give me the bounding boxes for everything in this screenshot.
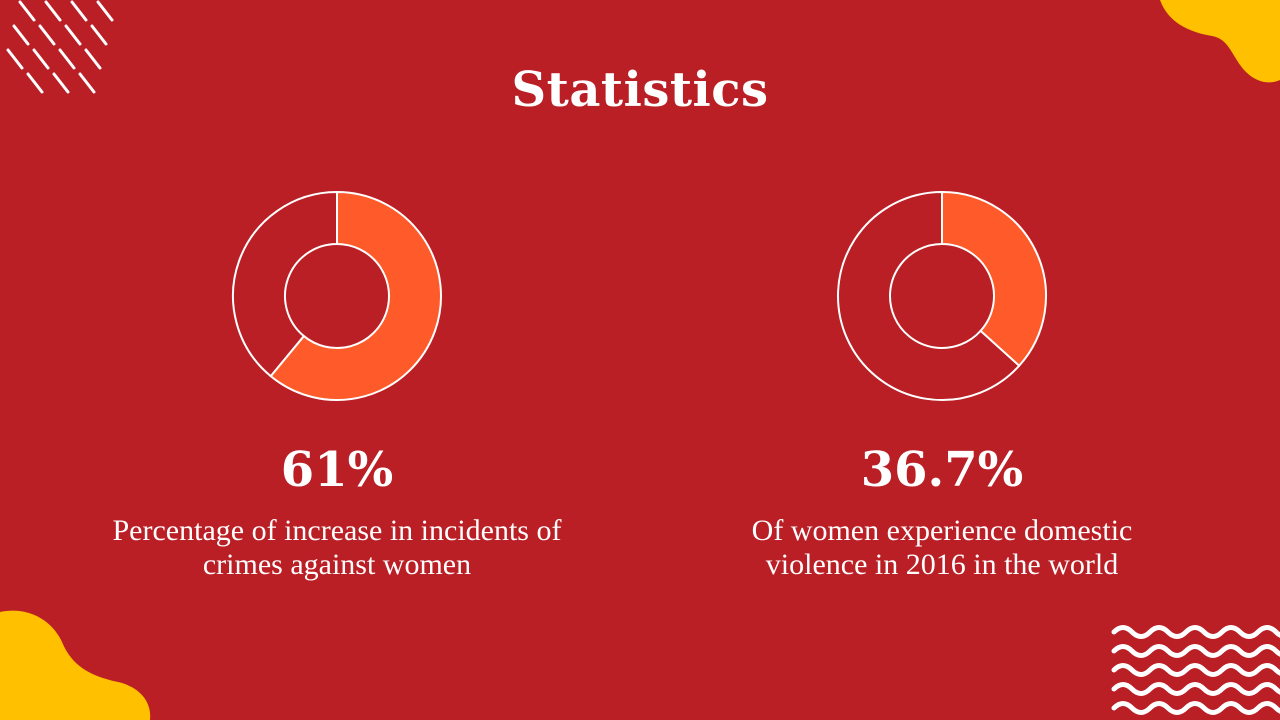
donut-slice-remainder [837,190,1021,401]
wave-stroke [1111,701,1280,715]
dash-stroke [84,48,102,70]
dash-stroke [26,72,44,94]
dash-stroke [58,48,76,70]
dash-stroke [18,0,36,22]
wave-lines-decoration [1111,625,1280,715]
donut-chart [837,190,1047,401]
slide-title: Statistics [511,62,769,118]
wave-stroke [1111,644,1280,658]
stat-value: 61% [280,442,394,498]
donut-chart [232,190,442,401]
stat-block: 36.7% Of women experience domestic viole… [712,188,1172,582]
wave-stroke [1111,663,1280,677]
dash-stroke [12,24,30,46]
dash-stroke [32,48,50,70]
wave-stroke [1111,625,1280,639]
dash-stroke [52,72,70,94]
dash-stroke [78,72,96,94]
diagonal-dashes-decoration [6,0,114,94]
donut-slice-highlight [269,190,442,401]
dash-stroke [90,24,108,46]
dash-stroke [6,48,24,70]
stat-description: Of women experience domestic violence in… [751,514,1133,581]
stat-value: 36.7% [860,442,1024,498]
wave-stroke [1111,682,1280,696]
dash-stroke [96,0,114,22]
yellow-blob-decoration [0,610,151,720]
donut-slice-remainder [232,190,338,378]
dash-stroke [44,0,62,22]
stat-description: Percentage of increase in incidents of c… [112,514,562,581]
dash-stroke [38,24,56,46]
stat-block: 61% Percentage of increase in incidents … [107,188,567,582]
dash-stroke [64,24,82,46]
yellow-blob-decoration [1160,0,1280,83]
dash-stroke [70,0,88,22]
donut-slice-highlight [941,190,1047,368]
